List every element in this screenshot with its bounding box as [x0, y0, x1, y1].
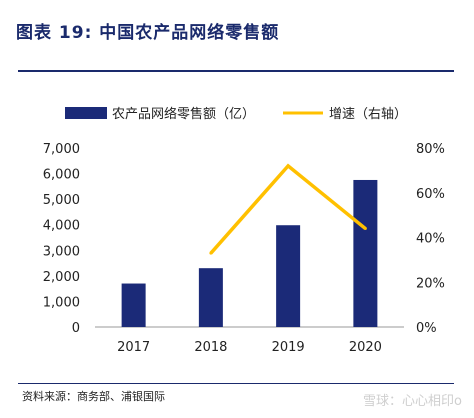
left-tick-label: 1,000 — [43, 295, 80, 310]
title-bar: 图表 19: 中国农产品网络零售额 — [16, 14, 456, 44]
x-tick-label: 2017 — [117, 340, 150, 355]
left-tick-label: 0 — [72, 321, 80, 336]
chart: 农产品网络零售额（亿） 增速（右轴） 0 1,000 2,000 3,000 4,000 5,… — [43, 106, 445, 355]
left-tick-label: 2,000 — [43, 270, 80, 285]
source-note: 资料来源：商务部、浦银国际 — [22, 390, 165, 403]
right-tick-label: 80% — [416, 142, 445, 157]
left-tick-label: 4,000 — [43, 219, 80, 234]
watermark: 雪球：心心相印o — [363, 394, 462, 409]
left-tick-label: 5,000 — [43, 193, 80, 208]
footer-divider — [18, 383, 454, 384]
bar — [276, 225, 301, 327]
right-tick-label: 40% — [416, 232, 445, 247]
legend-bar-label: 农产品网络零售额（亿） — [112, 106, 255, 122]
x-tick-label: 2020 — [349, 340, 382, 355]
x-tick-label: 2019 — [272, 340, 305, 355]
x-tick-label: 2018 — [194, 340, 227, 355]
growth-point — [286, 164, 290, 168]
legend-line-label: 增速（右轴） — [329, 107, 407, 122]
bar — [353, 179, 378, 327]
left-tick-label: 7,000 — [43, 142, 80, 157]
left-tick-label: 6,000 — [43, 168, 80, 183]
bar — [121, 283, 146, 327]
legend-bar-swatch — [65, 107, 107, 119]
right-tick-label: 20% — [416, 276, 445, 291]
right-tick-label: 60% — [416, 187, 445, 202]
left-tick-label: 3,000 — [43, 244, 80, 259]
growth-point — [363, 227, 367, 231]
bar — [198, 268, 223, 327]
growth-point — [209, 251, 213, 255]
right-tick-label: 0% — [416, 321, 437, 336]
page-title: 图表 19: 中国农产品网络零售额 — [16, 23, 280, 43]
title-divider — [18, 70, 454, 72]
